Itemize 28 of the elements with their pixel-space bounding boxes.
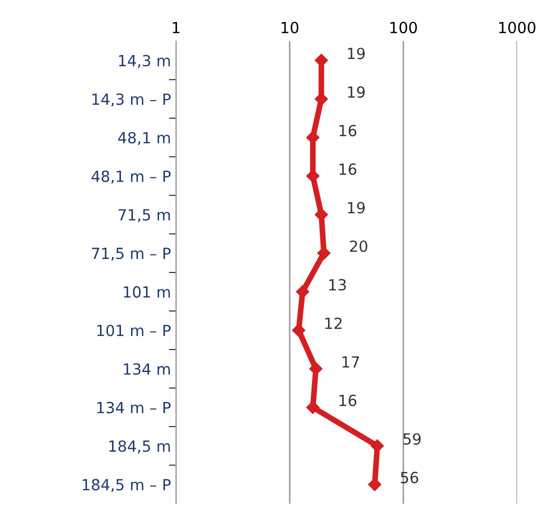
data-label: 16 <box>340 163 356 175</box>
data-label: 19 <box>348 202 365 214</box>
y-tick-label: 48,1 m <box>118 132 170 146</box>
data-label: 56 <box>400 472 418 484</box>
data-label: 19 <box>348 48 365 60</box>
y-tick-label: 134 m – P <box>97 402 171 414</box>
data-label: 17 <box>342 356 359 368</box>
x-tick-label: 10 <box>282 22 298 34</box>
x-tick-label: 1000 <box>499 22 536 34</box>
data-label: 20 <box>350 240 368 252</box>
data-label: 13 <box>329 279 346 291</box>
y-tick-label: 48,1 m – P <box>92 170 171 184</box>
x-tick-label: 100 <box>390 22 417 34</box>
y-tick-label: 14,3 m <box>119 54 170 68</box>
y-tick-label: 184,5 m <box>109 440 170 454</box>
y-tick-label: 134 m <box>124 363 170 375</box>
data-label: 16 <box>340 124 356 136</box>
y-tick-label: 71,5 m <box>118 209 170 222</box>
y-tick-label: 184,5 m – P <box>82 478 171 492</box>
data-label: 12 <box>325 318 342 329</box>
data-label: 16 <box>340 394 356 406</box>
y-tick-label: 71,5 m – P <box>92 248 171 261</box>
x-tick-label: 1 <box>172 22 180 34</box>
y-tick-label: 101 m – P <box>97 324 171 336</box>
y-tick-label: 101 m <box>124 286 170 298</box>
data-label: 59 <box>403 433 421 445</box>
data-label: 19 <box>348 86 365 98</box>
y-tick-label: 14,3 m – P <box>92 93 171 107</box>
